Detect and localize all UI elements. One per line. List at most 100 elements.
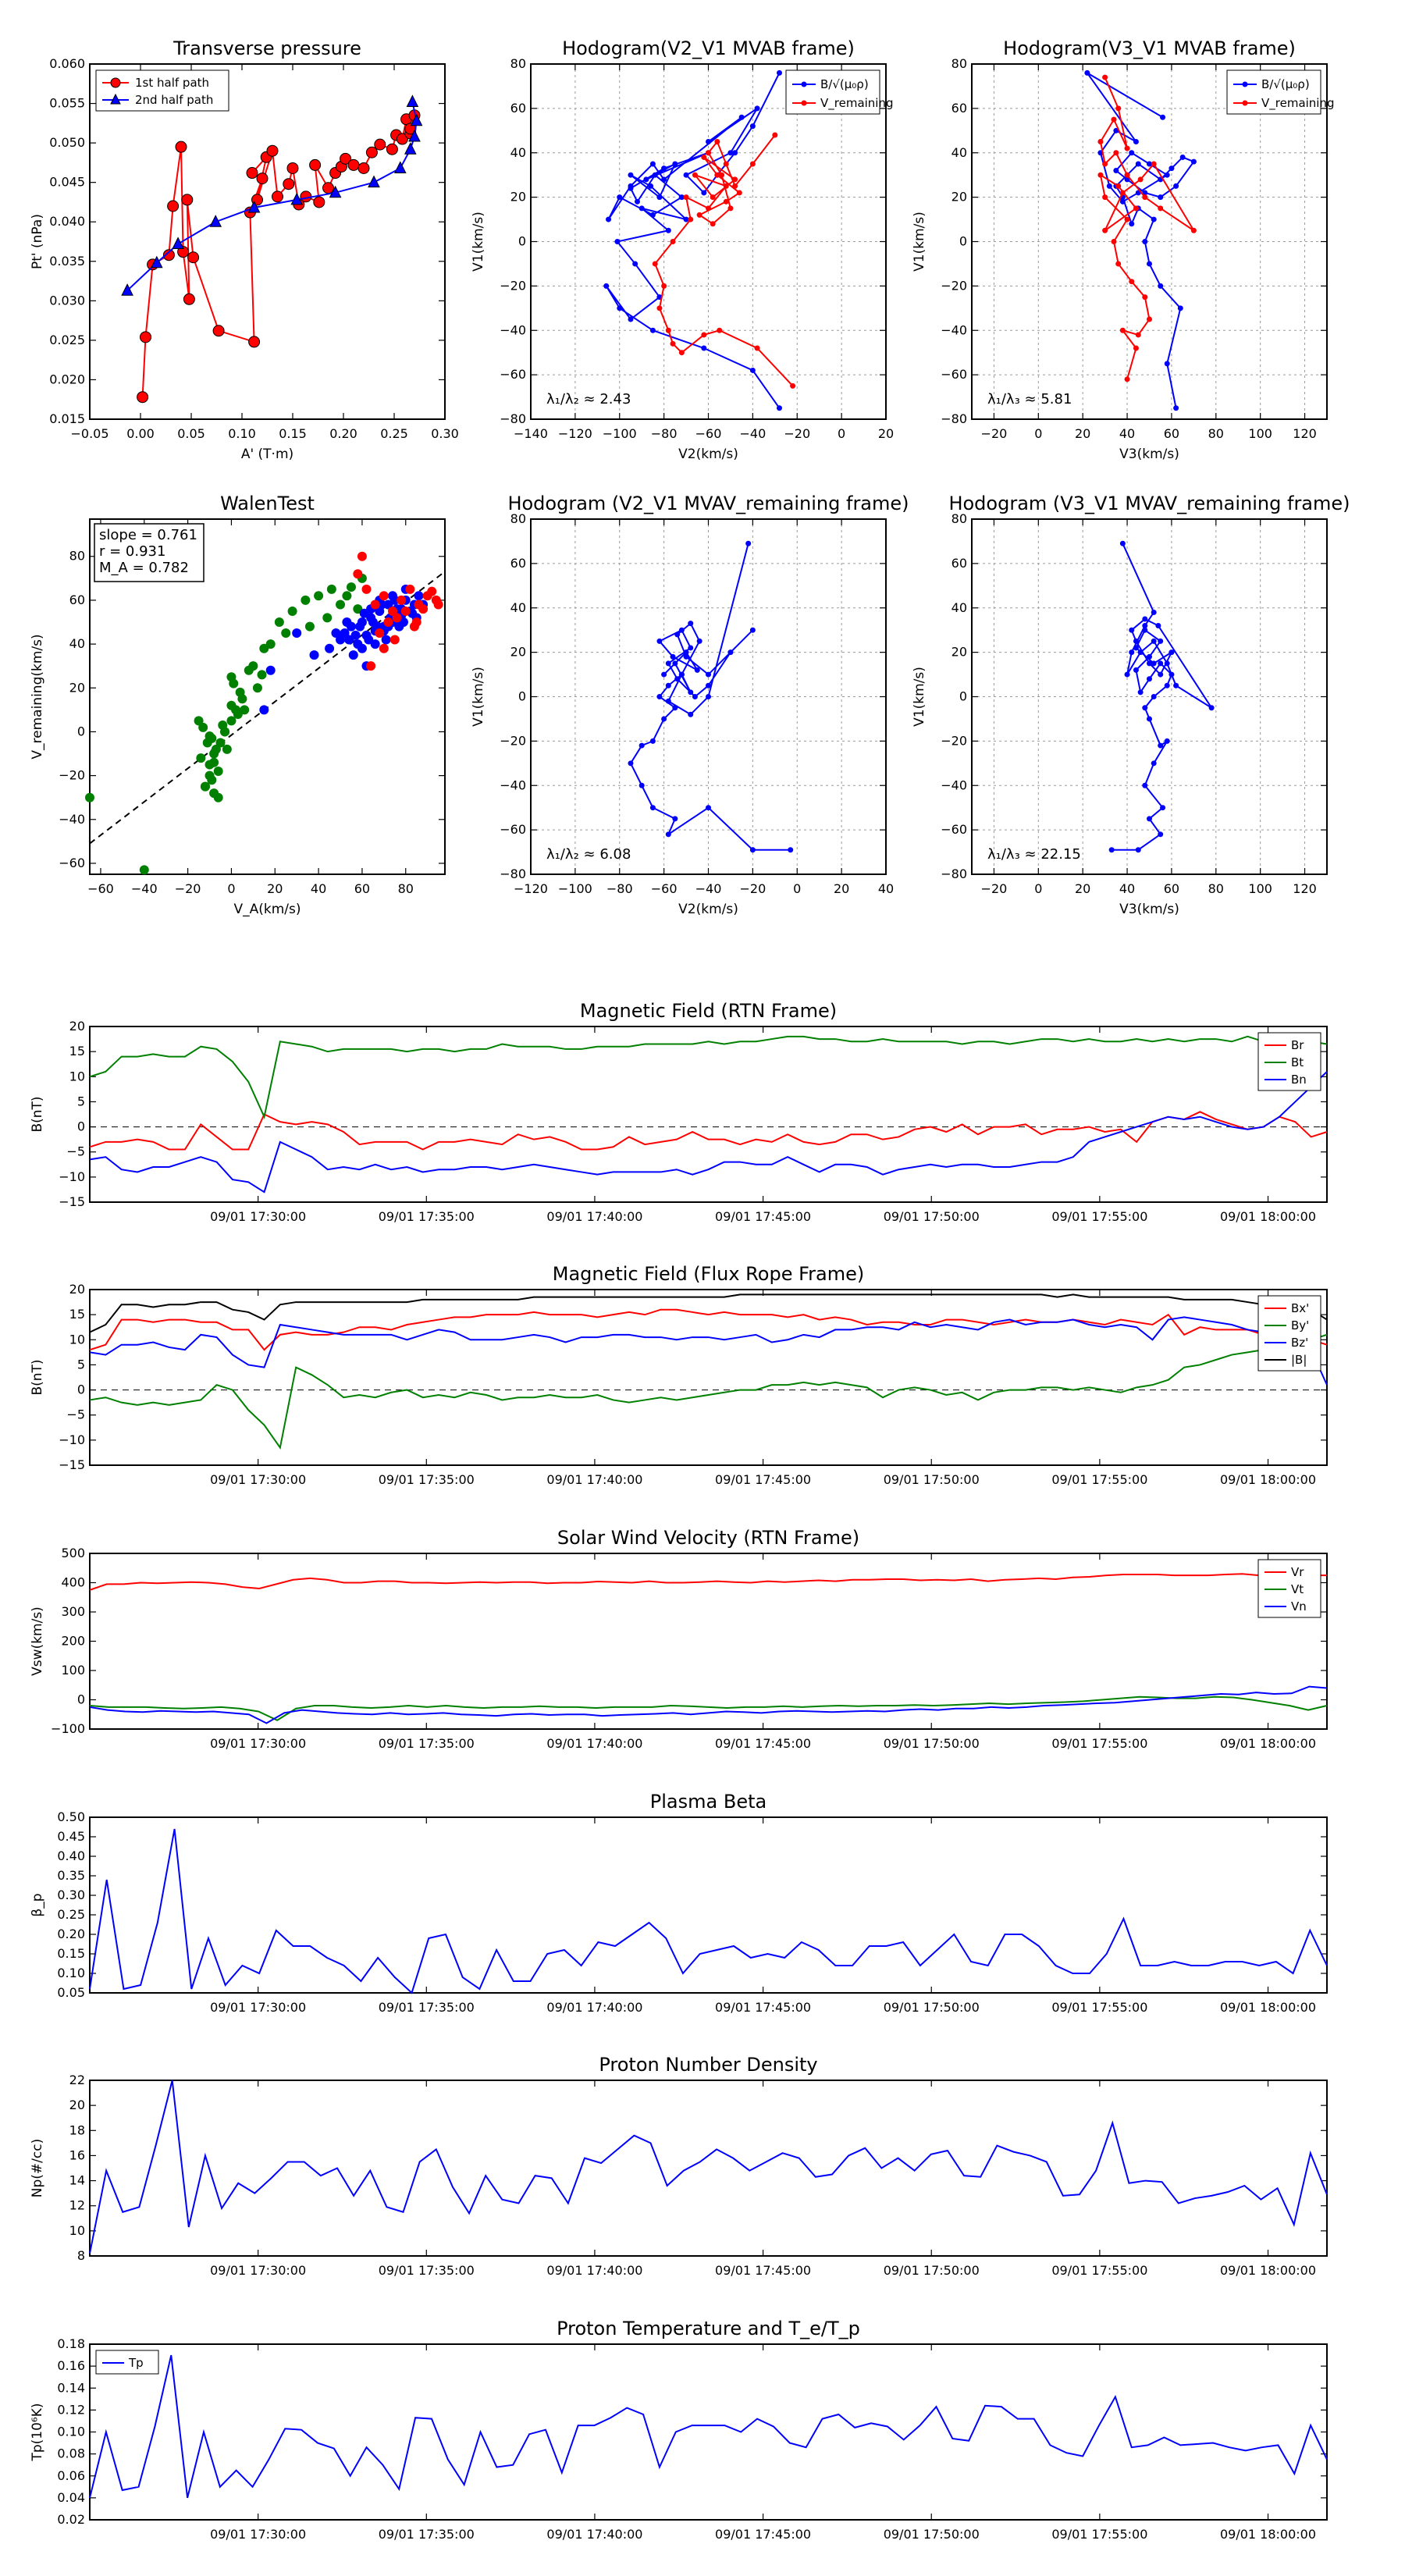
series-path-point [688, 711, 694, 717]
series-red-point [427, 586, 437, 596]
series-path-point [1158, 660, 1164, 667]
series-red-point [375, 628, 385, 639]
x-tick-label: 09/01 17:35:00 [379, 2527, 475, 2542]
series-path-point [661, 716, 667, 722]
series-b-point [628, 316, 634, 322]
x-tick-label: −20 [981, 881, 1008, 896]
y-tick-label: −15 [59, 1194, 85, 1209]
series-path-point [688, 621, 694, 627]
series-beta-line [89, 1828, 1328, 1994]
series-blue-point [325, 643, 335, 653]
series-vremaining-point [1142, 294, 1148, 301]
series-1st-half-point [313, 196, 325, 208]
series-1st-half-point [167, 200, 180, 212]
series-vremaining-point [1115, 261, 1122, 267]
series-b-point [1173, 405, 1179, 411]
series-1st-half-point [386, 143, 398, 155]
panel-tp: 0.0150.0200.0250.0300.0350.0400.0450.050… [30, 37, 459, 462]
series-vremaining-point [736, 190, 742, 196]
series-path-point [672, 705, 678, 711]
series-1st-half-point [340, 152, 352, 165]
y-tick-label: 0.10 [57, 1966, 85, 1980]
series-b-point [648, 183, 654, 189]
x-tick-label: 0.30 [431, 426, 459, 441]
series-path-point [672, 816, 678, 822]
series-path-point [706, 805, 711, 811]
series-path-point [1173, 682, 1179, 688]
series-vremaining-point [1097, 172, 1104, 178]
y-tick-label: 100 [61, 1663, 85, 1678]
series-2nd-half-point [172, 237, 184, 250]
series-vremaining-point [754, 345, 760, 351]
x-tick-label: 0.20 [329, 426, 357, 441]
series-vremaining-point [652, 261, 658, 267]
legend-label: Vr [1291, 1565, 1304, 1579]
series-vremaining-point [1133, 345, 1139, 351]
y-tick-label: 0.060 [49, 56, 85, 71]
y-tick-label: 0 [518, 234, 526, 249]
series-path-point [1147, 716, 1152, 722]
series-b-point [1113, 168, 1119, 173]
x-tick-label: 09/01 17:30:00 [210, 1472, 306, 1487]
y-tick-label: 5 [77, 1357, 85, 1372]
x-axis-label: V_A(km/s) [233, 902, 301, 917]
y-tick-label: 0.050 [49, 135, 85, 150]
series-path-point [665, 831, 671, 838]
series-green-point [139, 865, 149, 875]
series-vremaining-point [656, 305, 663, 311]
x-tick-label: −80 [651, 426, 678, 441]
y-tick-label: 0.030 [49, 293, 85, 308]
series-path-point [628, 760, 634, 767]
series-red-point [379, 643, 389, 653]
x-tick-label: 20 [267, 881, 283, 896]
series-path-point [1142, 627, 1148, 633]
series-b-point [1133, 139, 1139, 145]
x-tick-label: 40 [878, 881, 894, 896]
series-vremaining-point [1119, 190, 1126, 196]
chart-title: Solar Wind Velocity (RTN Frame) [557, 1527, 859, 1549]
series-path-point [661, 671, 667, 678]
series-path-point [1129, 627, 1135, 633]
series-2nd-half-point [290, 192, 304, 205]
x-tick-label: 09/01 17:35:00 [379, 1736, 475, 1751]
series-b-point [1135, 161, 1141, 167]
series-b-point [1190, 158, 1197, 165]
series-vremaining-point [1129, 279, 1135, 285]
panel-mag_fr: −15 −10 −5 0 5 10 15 20 09/01 17:30:00 09/01 17:3… [30, 1263, 1328, 1487]
legend: Tp [95, 2350, 159, 2375]
y-tick-label: 0.045 [49, 175, 85, 190]
y-tick-label: 0 [959, 234, 967, 249]
y-tick-label: 80 [510, 56, 526, 71]
x-tick-label: 09/01 17:45:00 [715, 2263, 811, 2278]
x-axis-label: V2(km/s) [678, 902, 738, 917]
series-path-point [1158, 638, 1164, 644]
series-path-point [1135, 847, 1141, 853]
series-path-point [1133, 645, 1139, 651]
y-tick-label: −40 [500, 777, 526, 792]
y-tick-label: 0 [959, 689, 967, 704]
x-tick-label: 09/01 17:30:00 [210, 1209, 306, 1224]
x-tick-label: 20 [1075, 881, 1090, 896]
x-tick-label: 0.15 [279, 426, 307, 441]
series-1st-half-point [374, 138, 386, 151]
x-tick-label: 0.25 [380, 426, 408, 441]
series-path-point [1158, 831, 1164, 838]
series-vremaining-point [1124, 172, 1130, 178]
legend-label: Br [1291, 1038, 1304, 1052]
series-vremaining-point [723, 183, 729, 189]
series-b-point [661, 165, 667, 172]
series-red-point [357, 551, 367, 561]
series-red-point [353, 569, 363, 579]
series-b-point [1113, 127, 1119, 133]
series-vremaining-point [1190, 227, 1197, 233]
y-tick-label: 5 [77, 1094, 85, 1108]
series-vremaining-point [790, 382, 796, 389]
series-green-point [257, 670, 267, 680]
series-b-point [706, 139, 711, 145]
series-b-point [1158, 194, 1164, 201]
x-tick-label: 120 [1293, 426, 1317, 441]
legend-label: Bz' [1291, 1336, 1308, 1350]
series-path-point [1168, 649, 1175, 656]
y-axis-label: V1(km/s) [471, 667, 486, 727]
